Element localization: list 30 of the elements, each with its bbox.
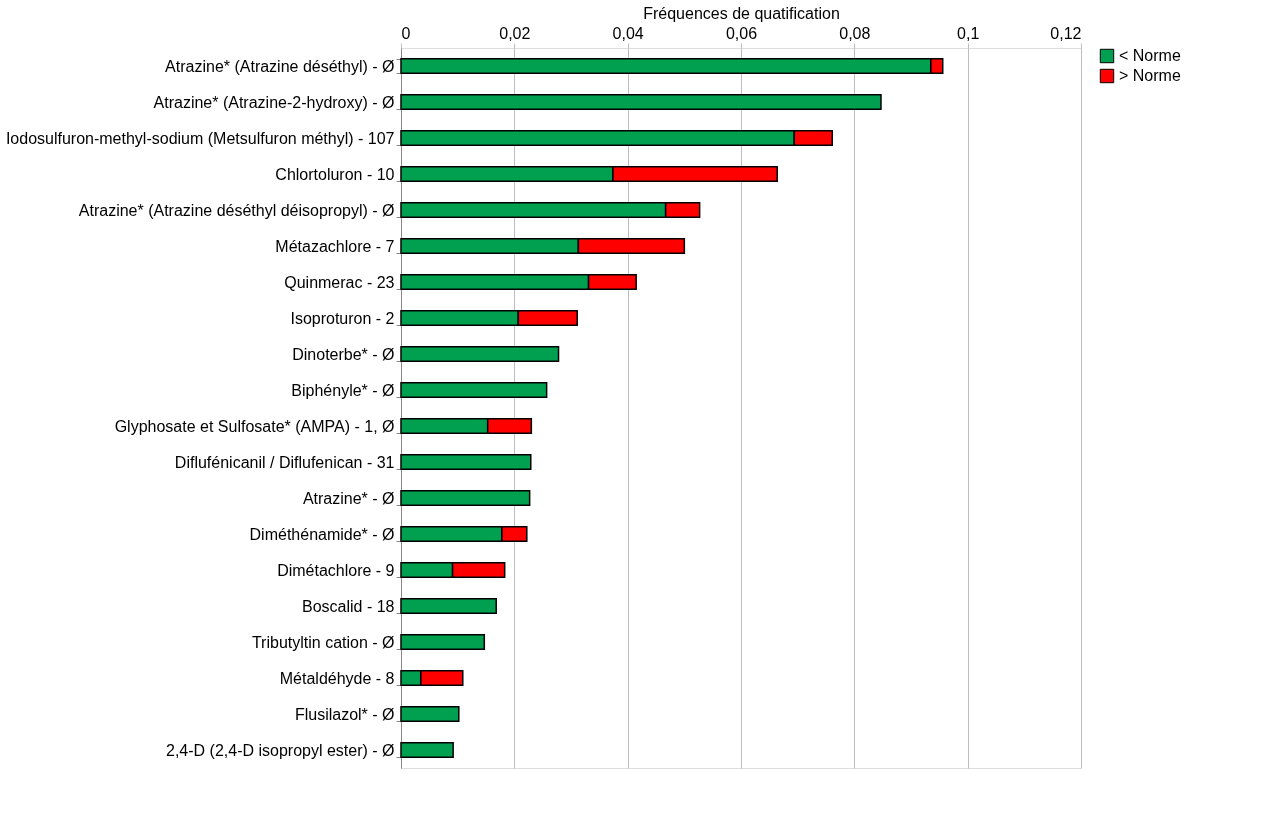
- x-tick-label: 0: [401, 24, 411, 42]
- x-tick-label: 0,1: [957, 24, 980, 42]
- legend-label: > Norme: [1119, 67, 1181, 84]
- y-tick-label: Isoproturon - 2: [290, 309, 395, 327]
- y-tick-label: Métazachlore - 7: [275, 237, 395, 255]
- x-tick-label: 0,06: [725, 24, 758, 42]
- y-tick-label: Chlortoluron - 10: [275, 165, 395, 183]
- y-tick-label: Métaldéhyde - 8: [279, 669, 395, 687]
- x-tick-label: 0,02: [499, 24, 531, 42]
- y-tick-label: Atrazine* (Atrazine déséthyl) - Ø: [165, 57, 395, 75]
- y-tick-label: Quinmerac - 23: [284, 273, 395, 291]
- x-tick-label: 0,12: [1050, 24, 1082, 42]
- y-tick-label: Boscalid - 18: [302, 597, 395, 615]
- y-tick-label: Flusilazol* - Ø: [294, 705, 395, 723]
- y-tick-label: 2,4-D (2,4-D isopropyl ester) - Ø: [165, 741, 395, 759]
- y-tick-label: Diflufénicanil / Diflufenican - 31: [174, 453, 395, 471]
- y-tick-label: Diméthénamide* - Ø: [249, 525, 395, 543]
- y-tick-label: Atrazine* (Atrazine déséthyl déisopropyl) - Ø: [78, 201, 395, 219]
- y-tick-label: Dinoterbe* - Ø: [292, 345, 395, 363]
- y-tick-label: Tributyltin cation - Ø: [251, 633, 395, 651]
- x-axis-title: Fréquences de quatification: [643, 4, 840, 22]
- y-tick-label: Glyphosate et Sulfosate* (AMPA) - 1, Ø: [114, 417, 395, 435]
- y-tick-label: Dimétachlore - 9: [277, 561, 395, 579]
- legend-label: < Norme: [1119, 47, 1181, 64]
- y-tick-label: Biphényle* - Ø: [291, 381, 395, 399]
- y-tick-label: Iodosulfuron-methyl-sodium (Metsulfuron méthyl) - 107: [5, 129, 395, 147]
- y-tick-label: Atrazine* - Ø: [302, 489, 395, 507]
- y-tick-label: Atrazine* (Atrazine-2-hydroxy) - Ø: [153, 93, 395, 111]
- x-tick-label: 0,04: [612, 24, 644, 42]
- x-tick-label: 0,08: [839, 24, 871, 42]
